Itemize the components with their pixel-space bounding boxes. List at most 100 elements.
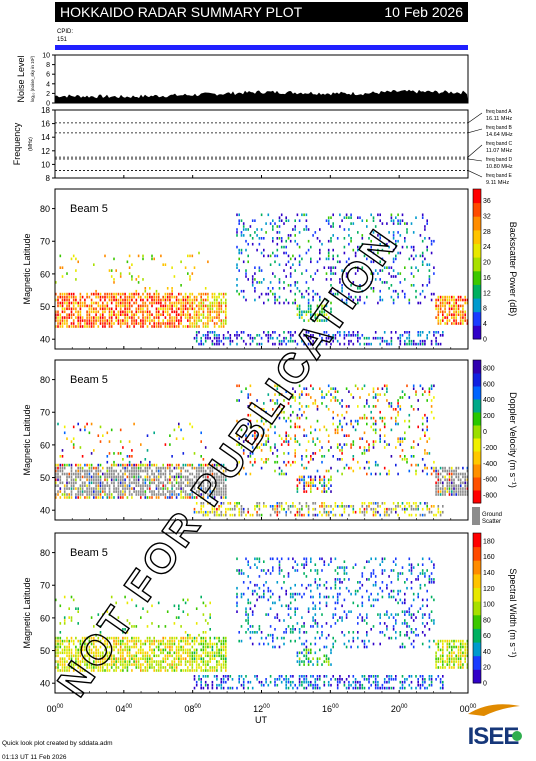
data-cell [357, 631, 359, 634]
data-cell [231, 507, 234, 511]
data-cell [462, 316, 464, 319]
data-cell [314, 399, 317, 402]
data-cell [122, 475, 124, 479]
data-cell [316, 586, 319, 590]
data-cell [289, 639, 292, 643]
data-cell [455, 310, 457, 314]
data-cell [59, 304, 62, 308]
data-cell [128, 463, 131, 467]
data-cell [381, 248, 384, 252]
data-cell [435, 316, 437, 319]
data-cell [213, 493, 216, 496]
data-cell [368, 237, 370, 240]
data-cell [68, 616, 70, 619]
data-cell [421, 469, 424, 473]
data-cell [287, 260, 290, 264]
data-cell [187, 478, 189, 482]
data-cell [390, 405, 393, 408]
data-cell [117, 304, 120, 308]
data-cell [175, 481, 178, 485]
data-cell [84, 472, 86, 476]
data-cell [187, 636, 189, 640]
data-cell [442, 313, 444, 316]
data-cell [426, 425, 428, 429]
data-cell [222, 513, 225, 517]
noise-ytick-label: 4 [46, 81, 50, 88]
data-cell [131, 645, 133, 649]
data-cell [249, 566, 252, 569]
data-cell [310, 458, 312, 461]
data-cell [247, 563, 249, 566]
data-cell [173, 663, 176, 666]
data-cell [220, 322, 223, 325]
data-cell [164, 648, 167, 652]
data-cell [133, 472, 135, 476]
data-cell [294, 239, 296, 243]
data-cell [171, 648, 173, 652]
data-cell [86, 322, 88, 325]
data-cell [236, 266, 238, 269]
data-cell [211, 680, 214, 684]
data-cell [133, 660, 135, 663]
data-cell [249, 336, 252, 340]
data-cell [352, 510, 355, 514]
data-cell [348, 334, 350, 337]
data-cell [119, 669, 122, 672]
data-cell [191, 496, 194, 499]
data-cell [93, 263, 95, 266]
data-cell [86, 310, 88, 314]
data-cell [225, 496, 227, 499]
data-cell [160, 298, 162, 302]
data-cell [106, 319, 109, 322]
data-cell [63, 619, 66, 622]
data-cell [171, 292, 173, 296]
data-cell [408, 301, 411, 305]
data-cell [169, 496, 171, 499]
data-cell [399, 443, 402, 446]
data-cell [124, 310, 126, 314]
data-cell [115, 292, 117, 296]
data-cell [285, 437, 287, 440]
data-cell [81, 484, 84, 487]
data-cell [157, 475, 160, 479]
data-cell [153, 651, 155, 655]
data-cell [119, 496, 122, 499]
data-cell [401, 334, 404, 337]
data-cell [122, 463, 124, 467]
data-cell [280, 604, 283, 608]
data-cell [245, 631, 247, 634]
data-cell [216, 513, 218, 517]
data-cell [314, 484, 317, 487]
data-cell [280, 675, 283, 678]
data-cell [406, 458, 408, 461]
data-cell [88, 481, 91, 485]
data-cell [464, 301, 466, 305]
data-cell [265, 572, 267, 575]
data-cell [135, 625, 138, 628]
data-cell [366, 633, 368, 637]
data-cell [334, 639, 337, 643]
data-cell [225, 510, 227, 514]
data-cell [285, 510, 287, 514]
data-cell [294, 569, 296, 572]
data-cell [397, 399, 399, 402]
data-cell [298, 384, 301, 388]
data-cell [372, 642, 375, 646]
data-cell [124, 472, 126, 476]
data-cell [119, 642, 122, 646]
data-cell [93, 475, 95, 479]
data-cell [115, 663, 117, 666]
data-cell [216, 510, 218, 514]
data-cell [202, 496, 205, 499]
data-cell [455, 322, 457, 325]
data-cell [298, 231, 301, 234]
data-cell [137, 666, 140, 669]
data-cell [84, 322, 86, 325]
data-cell [108, 310, 111, 314]
data-cell [247, 334, 249, 337]
data-cell [298, 663, 301, 666]
data-cell [68, 651, 70, 655]
data-cell [126, 654, 129, 658]
data-cell [72, 487, 75, 490]
data-cell [278, 225, 281, 228]
